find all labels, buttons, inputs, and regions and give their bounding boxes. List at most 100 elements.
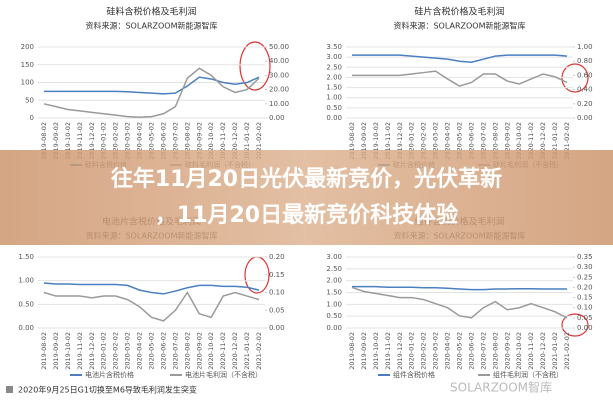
x-tick-label: 2019-09-02 <box>360 332 368 370</box>
chart-subtitle: 资料来源：SOLARZOOM新能源智库 <box>393 21 525 31</box>
x-tick-label: 2019-08-02 <box>40 332 48 370</box>
x-tick-label: 2020-06-02 <box>159 122 167 160</box>
x-tick-label: 2020-09-02 <box>503 122 511 160</box>
x-tick-label: 2019-12-02 <box>88 332 96 370</box>
x-tick-label: 2020-01-02 <box>408 332 416 370</box>
legend-label: 电池片毛利润（不含税） <box>185 370 262 379</box>
series-line <box>351 286 568 319</box>
x-tick-label: 2020-04-02 <box>444 122 452 160</box>
y-tick-label: 100 <box>21 79 34 87</box>
x-tick-label: 2019-10-02 <box>372 122 380 160</box>
y2-tick-label: 0.60 <box>577 71 593 79</box>
y-tick-label: 0.00 <box>18 324 34 332</box>
x-tick-label: 2019-09-02 <box>52 332 60 370</box>
y2-tick-label: 0.05 <box>269 306 285 314</box>
y2-tick-label: 0.05 <box>577 314 593 322</box>
x-tick-label: 2020-03-02 <box>432 122 440 160</box>
x-tick-label: 2019-08-02 <box>348 332 356 370</box>
x-tick-label: 2019-11-02 <box>76 332 84 370</box>
x-tick-label: 2019-10-02 <box>64 332 72 370</box>
x-tick-label: 2020-02-02 <box>112 332 120 370</box>
x-tick-label: 2019-11-02 <box>384 122 392 160</box>
y-tick-label: 0.50 <box>326 104 342 112</box>
x-tick-label: 2020-07-02 <box>479 122 487 160</box>
x-tick-label: 2020-05-02 <box>148 332 156 370</box>
y2-tick-label: 0.20 <box>577 283 593 291</box>
chart-title: 硅料含税价格及毛利润 <box>106 6 196 18</box>
series-line <box>351 54 568 63</box>
y-tick-label: 50 <box>25 96 34 104</box>
x-tick-label: 2020-08-02 <box>491 122 499 160</box>
x-tick-label: 2020-08-02 <box>183 332 191 370</box>
y-tick-label: 1.50 <box>326 289 342 297</box>
x-tick-label: 2019-12-02 <box>396 332 404 370</box>
x-tick-label: 2020-02-02 <box>420 332 428 370</box>
banner: 往年11月20日光伏最新竞价，光伏革新 ，11月20日最新竞价科技体验 <box>0 150 613 245</box>
x-tick-label: 2020-02-02 <box>420 122 428 160</box>
footer-note: 2020年9月25日G1切换至M6导致毛利润发生突变 <box>18 385 197 395</box>
y2-tick-label: 0.00 <box>269 324 285 332</box>
x-tick-label: 2020-04-02 <box>136 122 144 160</box>
x-tick-label: 2020-12-02 <box>539 332 547 370</box>
series-line <box>351 70 568 87</box>
y2-tick-label: 0.20 <box>577 100 593 108</box>
series-line <box>43 67 260 119</box>
y-tick-label: 2.00 <box>326 277 342 285</box>
x-tick-label: 2020-07-02 <box>479 332 487 370</box>
x-tick-label: 2020-01-02 <box>408 122 416 160</box>
y-tick-label: 3.00 <box>326 53 342 61</box>
x-tick-label: 2020-08-02 <box>491 332 499 370</box>
series-line <box>351 285 568 291</box>
x-tick-label: 2020-05-02 <box>148 122 156 160</box>
y2-tick-label: 0.00 <box>269 114 285 122</box>
y2-tick-label: 0.15 <box>269 271 285 279</box>
legend-label: 组件毛利润（不含税） <box>493 370 563 379</box>
y-tick-label: 2.50 <box>326 63 342 71</box>
x-tick-label: 2020-02-02 <box>112 122 120 160</box>
chart-title: 硅片含税价格及毛利润 <box>414 6 504 18</box>
legend-label: 组件含税价格 <box>393 370 435 379</box>
x-tick-label: 2021-02-02 <box>563 332 571 370</box>
y2-tick-label: 0.15 <box>577 294 593 302</box>
series-line <box>43 291 260 322</box>
y-tick-label: 2.50 <box>326 265 342 273</box>
x-tick-label: 2020-11-02 <box>527 122 535 160</box>
y-tick-label: 1.00 <box>18 277 34 285</box>
x-tick-label: 2020-07-02 <box>171 122 179 160</box>
y2-tick-label: 1.00 <box>577 43 593 51</box>
x-tick-label: 2020-11-02 <box>219 332 227 370</box>
footer-brand: SOLARZOOM智库 <box>450 380 552 395</box>
x-tick-label: 2021-02-02 <box>255 332 263 370</box>
y2-tick-label: 0.00 <box>577 114 593 122</box>
x-tick-label: 2020-09-02 <box>503 332 511 370</box>
y-tick-label: 0.50 <box>326 312 342 320</box>
y2-tick-label: 0.10 <box>269 289 285 297</box>
y-tick-label: 2.00 <box>326 73 342 81</box>
x-tick-label: 2021-01-02 <box>243 332 251 370</box>
y2-tick-label: 30.00 <box>269 71 289 79</box>
y-tick-label: 1.00 <box>326 300 342 308</box>
x-tick-label: 2020-11-02 <box>527 332 535 370</box>
y2-tick-label: 10.00 <box>269 100 289 108</box>
x-tick-label: 2020-08-02 <box>183 122 191 160</box>
chart-subtitle: 资料来源：SOLARZOOM新能源智库 <box>85 21 217 31</box>
x-tick-label: 2020-03-02 <box>432 332 440 370</box>
y-tick-label: 1.50 <box>326 84 342 92</box>
y2-tick-label: 0.10 <box>577 304 593 312</box>
x-tick-label: 2020-04-02 <box>444 332 452 370</box>
x-tick-label: 2021-02-02 <box>563 122 571 160</box>
x-tick-label: 2019-08-02 <box>40 122 48 160</box>
note-icon <box>6 386 13 393</box>
x-tick-label: 2020-07-02 <box>171 332 179 370</box>
banner-line: 往年11月20日光伏最新竞价，光伏革新 <box>110 167 503 192</box>
x-tick-label: 2020-05-02 <box>456 122 464 160</box>
y2-tick-label: 0.40 <box>577 86 593 94</box>
x-tick-label: 2020-06-02 <box>159 332 167 370</box>
x-tick-label: 2019-09-02 <box>360 122 368 160</box>
highlight-circle <box>561 63 589 93</box>
x-tick-label: 2020-12-02 <box>539 122 547 160</box>
x-tick-label: 2020-06-02 <box>467 122 475 160</box>
x-tick-label: 2019-11-02 <box>384 332 392 370</box>
